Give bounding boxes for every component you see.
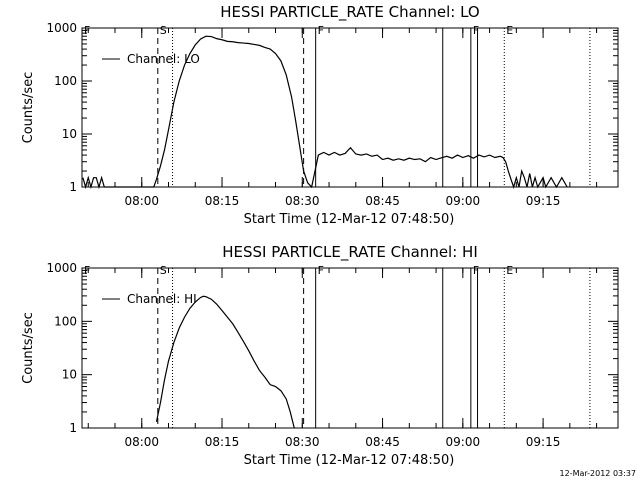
panel-1-flag-label: F — [473, 24, 479, 37]
panel-2-x-tick-label: 08:15 — [205, 435, 240, 449]
panel-2-y-tick-label: 100 — [54, 314, 77, 328]
panel-2-series-line — [155, 295, 295, 429]
panel-1-legend-label: Channel: LO — [127, 52, 200, 66]
panel-2-x-tick-label: 08:45 — [365, 435, 400, 449]
panel-1-chart-title: HESSI PARTICLE_RATE Channel: LO — [220, 3, 479, 22]
panel-2-flag-label: S — [160, 264, 167, 277]
panel-2-y-tick-label: 1000 — [46, 261, 77, 275]
panel-1-x-axis-label: Start Time (12-Mar-12 07:48:50) — [244, 212, 455, 227]
panel-2-y-axis-label: Counts/sec — [21, 312, 36, 384]
panel-1-flag-label: F — [318, 24, 324, 37]
panel-2-flag-label: E — [506, 264, 513, 277]
panel-1-y-tick-label: 100 — [54, 74, 77, 88]
panel-2-flag-label: F — [473, 264, 479, 277]
panel-1-series-line — [82, 35, 568, 190]
panel-1-flag-label: E — [506, 24, 513, 37]
panel-1-x-tick-label: 09:15 — [526, 194, 561, 208]
panel-1-x-tick-label: 08:15 — [205, 194, 240, 208]
panel-1-y-tick-label: 1 — [69, 180, 77, 194]
panel-1-flag-label: F — [84, 24, 90, 37]
panel-2-y-tick-label: 10 — [62, 368, 77, 382]
panel-2-x-tick-label: 09:15 — [526, 435, 561, 449]
panel-1-x-tick-label: 08:45 — [365, 194, 400, 208]
panel-2-x-axis-label: Start Time (12-Mar-12 07:48:50) — [244, 453, 455, 468]
panel-2-x-tick-label: 08:00 — [124, 435, 159, 449]
panel-2-y-tick-label: 1 — [69, 421, 77, 435]
panel-1-y-tick-label: 1000 — [46, 21, 77, 35]
panel-2-plot-frame — [81, 267, 619, 429]
panel-1-flag-label: S — [160, 24, 167, 37]
panel-1-x-tick-label: 08:00 — [124, 194, 159, 208]
panel-1-y-axis-label: Counts/sec — [21, 72, 36, 144]
panel-2-legend-label: Channel: HI — [127, 292, 197, 306]
panel-1-y-tick-label: 10 — [62, 127, 77, 141]
panel-1-x-tick-label: 08:30 — [285, 194, 320, 208]
panel-1-x-tick-label: 09:00 — [446, 194, 481, 208]
panel-2-flag-label: F — [84, 264, 90, 277]
panel-2-x-tick-label: 08:30 — [285, 435, 320, 449]
panel-2-chart-title: HESSI PARTICLE_RATE Channel: HI — [222, 243, 478, 262]
panel-2-flag-label: F — [318, 264, 324, 277]
panel-1-plot-frame — [81, 27, 619, 188]
panel-2-x-tick-label: 09:00 — [446, 435, 481, 449]
